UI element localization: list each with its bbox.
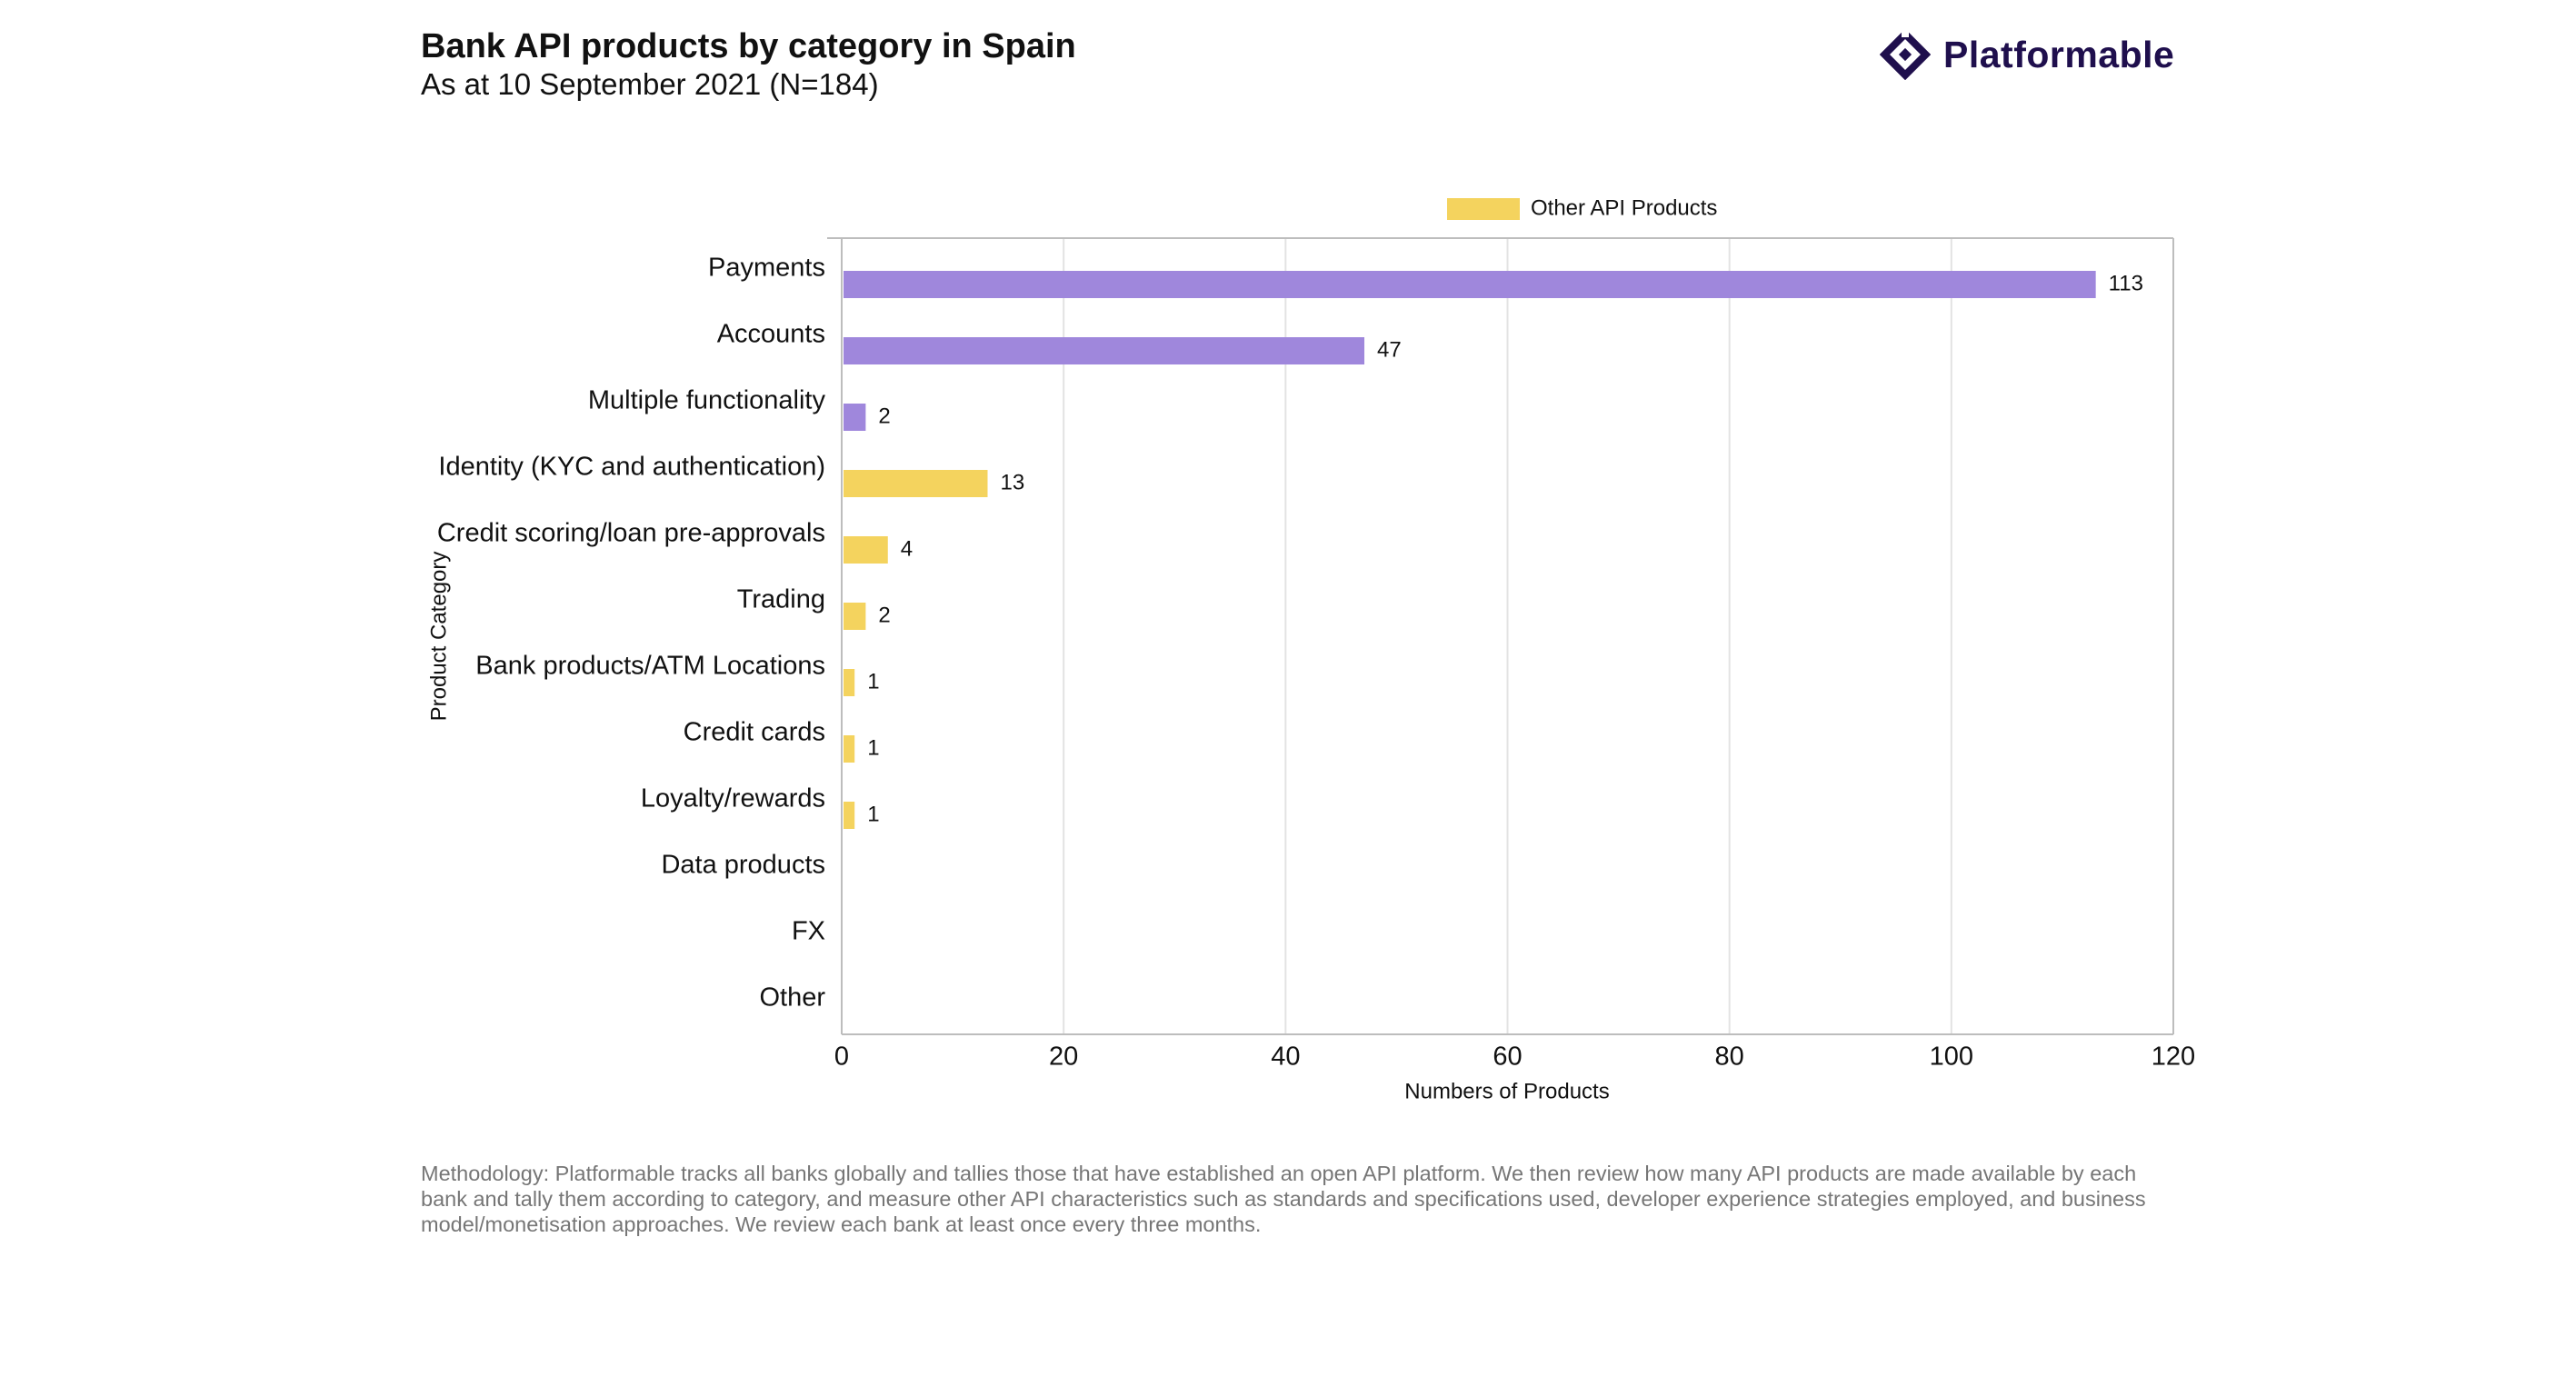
bar <box>844 337 1365 364</box>
x-tick-label: 0 <box>834 1043 849 1072</box>
legend: Other API Products <box>1447 195 1717 220</box>
bar <box>844 802 855 829</box>
data-label: 1 <box>867 802 879 826</box>
chart-subtitle: As at 10 September 2021 (N=184) <box>421 67 879 101</box>
data-label: 2 <box>878 404 890 428</box>
bar <box>844 735 855 763</box>
x-tick-label: 40 <box>1271 1043 1300 1072</box>
data-label: 4 <box>901 536 913 561</box>
bar <box>844 669 855 696</box>
category-label: Loyalty/rewards <box>641 784 825 813</box>
bar <box>844 536 888 564</box>
data-label: 13 <box>1000 470 1024 494</box>
x-tick-label: 20 <box>1049 1043 1078 1072</box>
chart-title: Bank API products by category in Spain <box>421 27 1076 65</box>
data-label: 1 <box>867 669 879 694</box>
legend-swatch <box>1447 198 1520 220</box>
category-label: Bank products/ATM Locations <box>475 652 825 681</box>
x-tick-label: 60 <box>1493 1043 1522 1072</box>
plot-frame <box>827 237 2174 1035</box>
category-label: Trading <box>737 585 825 614</box>
category-label: Identity (KYC and authentication) <box>438 453 825 482</box>
methodology-note: Methodology: Platformable tracks all ban… <box>421 1162 2146 1236</box>
bar <box>844 603 866 630</box>
category-label: Other <box>759 983 825 1013</box>
data-label: 1 <box>867 735 879 760</box>
bar <box>844 470 988 497</box>
x-tick-label: 120 <box>2152 1043 2195 1072</box>
data-label: 2 <box>878 603 890 627</box>
platformable-logo-icon <box>1880 29 1931 80</box>
brand-logo: Platformable <box>1880 25 2174 84</box>
data-label: 47 <box>1377 337 1402 362</box>
bars <box>844 271 2096 829</box>
bar <box>844 404 866 431</box>
brand-name: Platformable <box>1943 33 2175 75</box>
data-label: 113 <box>2109 271 2143 295</box>
category-label: Credit scoring/loan pre-approvals <box>437 519 825 548</box>
x-tick-label: 80 <box>1715 1043 1744 1072</box>
category-label: FX <box>792 917 825 946</box>
labels: 0 20 40 60 80 100 120Payments113Accounts47Mult… <box>426 254 2195 1104</box>
legend-label: Other API Products <box>1531 195 1717 220</box>
bar <box>844 271 2096 298</box>
y-axis-title: Product Category <box>426 552 451 722</box>
category-label: Payments <box>708 254 825 283</box>
category-label: Multiple functionality <box>588 386 826 415</box>
x-axis-title: Numbers of Products <box>1404 1079 1609 1103</box>
category-label: Credit cards <box>684 718 825 747</box>
category-label: Data products <box>661 851 825 880</box>
x-tick-label: 100 <box>1930 1043 1973 1072</box>
category-label: Accounts <box>717 320 825 349</box>
